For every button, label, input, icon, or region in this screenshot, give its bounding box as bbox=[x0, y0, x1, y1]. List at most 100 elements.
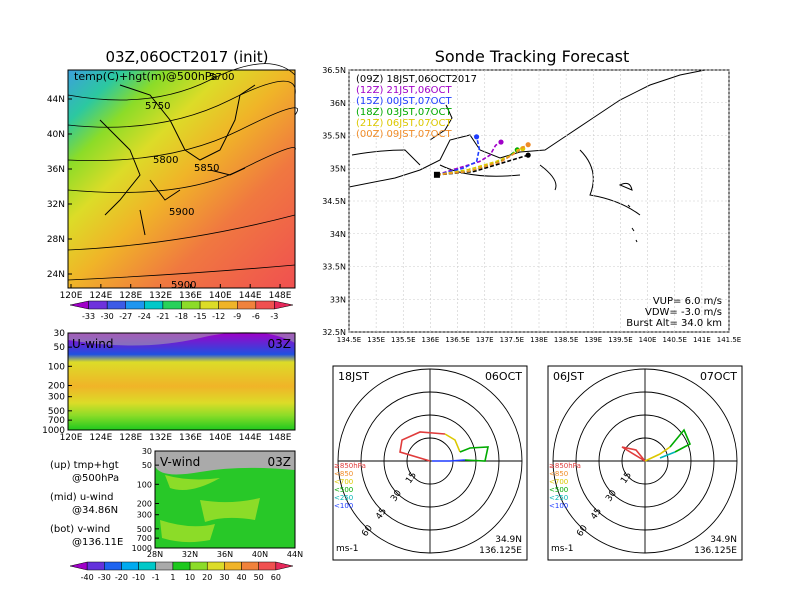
wind-colorbar-label: 10 bbox=[185, 573, 195, 582]
note-bot-b: @136.11E bbox=[72, 537, 123, 548]
track-y-ticks: 36.5N 36N 35.5N 35N 34.5N 34N 33.5N 33N 32.5N bbox=[322, 66, 729, 337]
track-line bbox=[436, 141, 502, 176]
track-end-point bbox=[473, 134, 480, 140]
temp-x-tick-label: 132E bbox=[149, 291, 172, 301]
note-mid-b: @34.86N bbox=[72, 505, 118, 516]
track-legend-entry: (21Z) 06JST,07OCT bbox=[356, 118, 452, 129]
wind-colorbar-label: 50 bbox=[254, 573, 264, 582]
polar-right-time: 06JST bbox=[553, 370, 584, 383]
track-y-tick-label: 33N bbox=[330, 295, 346, 304]
u-x-tick-label: 128E bbox=[119, 433, 142, 443]
polar-left-unit: ms-1 bbox=[336, 544, 358, 554]
right-title: Sonde Tracking Forecast bbox=[435, 47, 630, 66]
wind-colorbar-swatch bbox=[206, 561, 225, 571]
v-x-tick-label: 28N bbox=[147, 550, 163, 559]
temp-x-tick-label: 144E bbox=[239, 291, 262, 301]
u-wind-label: U-wind bbox=[72, 337, 113, 351]
temp-map-label: temp(C)+hgt(m)@500hPa bbox=[74, 70, 218, 83]
contour-label-5700: 5700 bbox=[209, 72, 234, 83]
wind-colorbar-swatch bbox=[275, 561, 294, 571]
temp-map-y-ticks: 44N 40N 36N 32N 28N 24N bbox=[47, 95, 72, 280]
wind-colorbar-swatch bbox=[104, 561, 122, 571]
v-y-tick-label: 100 bbox=[137, 480, 152, 489]
temp-y-tick-label: 36N bbox=[47, 165, 65, 175]
temp-colorbar-label: -27 bbox=[119, 312, 132, 321]
temp-colorbar-swatch bbox=[106, 300, 126, 310]
polar-left-time: 18JST bbox=[338, 370, 369, 383]
v-y-tick-label: 1000 bbox=[132, 544, 152, 553]
pressure-level-label: <100 bbox=[334, 502, 353, 510]
polar-right-hodograph bbox=[621, 446, 646, 462]
track-y-tick-label: 33.5N bbox=[322, 263, 346, 272]
pressure-level-label: <500 bbox=[334, 486, 353, 494]
track-series bbox=[433, 134, 531, 178]
v-wind-time: 03Z bbox=[268, 455, 292, 469]
u-x-tick-label: 136E bbox=[179, 433, 202, 443]
wind-colorbar-label: 20 bbox=[202, 573, 212, 582]
temperature-field bbox=[68, 70, 295, 288]
wind-colorbar-swatch bbox=[155, 561, 174, 571]
pressure-level-label: ≥850hPa bbox=[549, 462, 581, 470]
panel-notes: (up) tmp+hgt @500hPa (mid) u-wind @34.86… bbox=[50, 460, 123, 548]
track-x-tick-label: 136E bbox=[422, 336, 440, 344]
temp-x-tick-label: 148E bbox=[269, 291, 292, 301]
track-x-tick-label: 135.5E bbox=[391, 336, 415, 344]
temp-colorbar-swatch bbox=[144, 300, 164, 310]
track-y-tick-label: 35N bbox=[330, 164, 346, 173]
wind-colorbar-swatch bbox=[69, 561, 88, 571]
polar-left-levels: ≥850hPa<850<700<500<250<100 bbox=[334, 462, 366, 510]
polar-right-unit: ms-1 bbox=[551, 544, 573, 554]
temp-colorbar: -33 -30 -27 -24 -21 -18 -15 -12 -9 -6 -3 bbox=[69, 300, 294, 321]
u-y-tick-label: 30 bbox=[54, 329, 66, 339]
u-wind-time: 03Z bbox=[268, 337, 292, 351]
u-x-tick-label: 148E bbox=[269, 433, 292, 443]
track-x-ticks: 134.5E 135E 135.5E 136E 136.5E 137E 137.5E 138E… bbox=[337, 70, 741, 344]
v-y-tick-label: 700 bbox=[137, 534, 152, 543]
wind-colorbar-label: -10 bbox=[132, 573, 145, 582]
polar-right-levels: ≥850hPa<850<700<500<250<100 bbox=[549, 462, 581, 510]
u-x-tick-label: 124E bbox=[89, 433, 112, 443]
wind-colorbar-label: 60 bbox=[271, 573, 281, 582]
temp-x-tick-label: 124E bbox=[89, 291, 112, 301]
launch-site-marker bbox=[433, 171, 440, 178]
track-y-tick-label: 34N bbox=[330, 230, 346, 239]
track-y-tick-label: 35.5N bbox=[322, 132, 346, 141]
polar-right-lat: 34.9N bbox=[710, 535, 737, 545]
note-up-a: (up) tmp+hgt bbox=[50, 460, 119, 471]
temp-map-x-ticks: 120E 124E 128E 132E 136E 140E 144E 148E bbox=[60, 284, 292, 301]
v-wind-label: V-wind bbox=[160, 455, 200, 469]
temp-x-tick-label: 140E bbox=[209, 291, 232, 301]
track-x-tick-label: 135E bbox=[367, 336, 385, 344]
wind-colorbar-swatch bbox=[172, 561, 191, 571]
temp-colorbar-swatch bbox=[88, 300, 108, 310]
temp-colorbar-label: -15 bbox=[194, 312, 207, 321]
contour-label-5850: 5850 bbox=[194, 163, 219, 174]
v-y-tick-label: 300 bbox=[137, 511, 152, 520]
pressure-level-label: <700 bbox=[549, 478, 568, 486]
polar-left-lat: 34.9N bbox=[495, 535, 522, 545]
u-wind-field bbox=[68, 333, 295, 430]
v-y-tick-label: 30 bbox=[142, 447, 152, 456]
temperature-map-panel: temp(C)+hgt(m)@500hPa 5750 5800 5850 590… bbox=[47, 63, 298, 321]
temp-y-tick-label: 28N bbox=[47, 235, 65, 245]
left-title: 03Z,06OCT2017 (init) bbox=[105, 48, 268, 66]
track-y-tick-label: 36N bbox=[330, 99, 346, 108]
pressure-level-label: ≥850hPa bbox=[334, 462, 366, 470]
track-legend-entry: (00Z) 09JST,07OCT bbox=[356, 129, 452, 140]
track-end-point bbox=[498, 139, 504, 145]
track-y-tick-label: 36.5N bbox=[322, 66, 346, 75]
temp-colorbar-swatch bbox=[237, 300, 257, 310]
u-y-tick-label: 100 bbox=[48, 362, 65, 372]
pressure-level-label: <700 bbox=[334, 478, 353, 486]
track-x-tick-label: 134.5E bbox=[337, 336, 361, 344]
wind-colorbar-label: 40 bbox=[236, 573, 246, 582]
u-x-tick-label: 140E bbox=[209, 433, 232, 443]
temp-colorbar-swatch bbox=[218, 300, 238, 310]
wind-colorbar-label: -1 bbox=[152, 573, 160, 582]
v-y-tick-label: 500 bbox=[137, 525, 152, 534]
pressure-level-label: <100 bbox=[549, 502, 568, 510]
wind-colorbar-swatch bbox=[241, 561, 259, 571]
track-x-tick-label: 141E bbox=[693, 336, 711, 344]
